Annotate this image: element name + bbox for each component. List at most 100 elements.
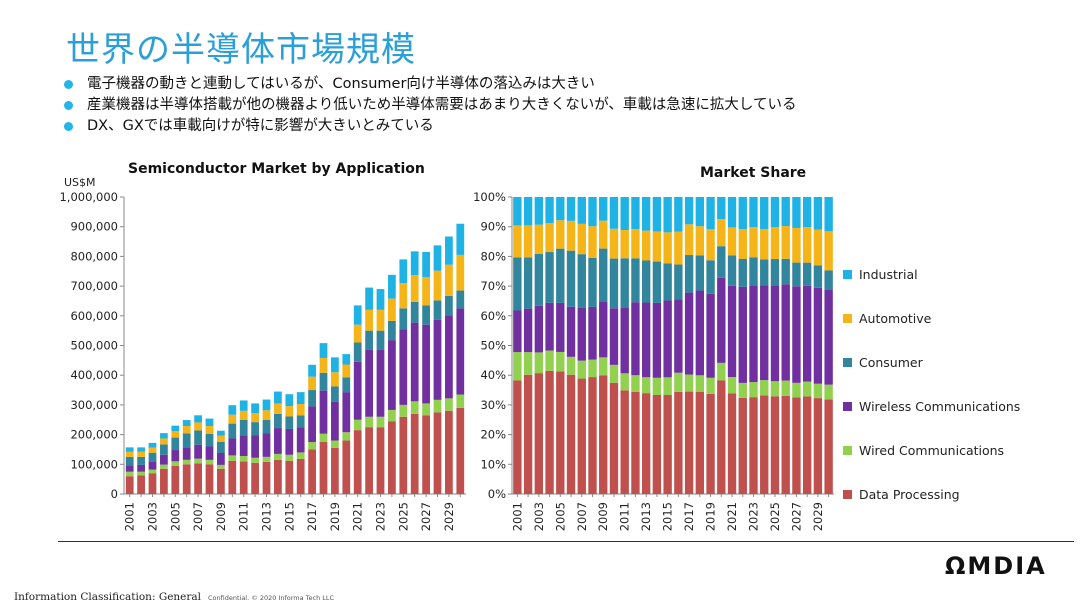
bar-segment (228, 438, 237, 456)
y-tick-label: 100,000 (70, 457, 118, 471)
bar-segment (824, 290, 833, 385)
bar-segment (137, 451, 145, 457)
bar-segment (422, 251, 430, 278)
bar-segment (308, 376, 316, 391)
bar-segment (717, 277, 726, 363)
y-tick-label: 100% (473, 190, 506, 204)
bar-segment (251, 435, 259, 458)
bullet-item: 電子機器の動きと連動してはいるが、Consumer向け半導体の落込みは大きい (62, 74, 796, 95)
bar-segment (695, 375, 705, 392)
bar-segment (652, 231, 662, 262)
bar-segment (513, 257, 522, 311)
x-tick-label: 2017 (682, 502, 696, 531)
bar-segment (674, 372, 683, 392)
bar-segment (228, 460, 237, 494)
bar-segment (171, 431, 180, 438)
bar-segment (781, 197, 790, 227)
bar-segment (802, 381, 812, 397)
bar-segment (620, 307, 629, 374)
bar-segment (353, 324, 362, 343)
bar-segment (695, 255, 705, 291)
bar-segment (148, 452, 157, 462)
bar-segment (738, 397, 747, 494)
x-tick-label: 2025 (768, 502, 782, 531)
bar-segment (717, 246, 726, 278)
bar-segment (717, 362, 726, 381)
bar-segment (342, 364, 351, 378)
bar-segment (456, 308, 465, 395)
bar-segment (137, 475, 145, 494)
bar-segment (824, 399, 833, 494)
bar-segment (125, 451, 134, 457)
bar-segment (824, 197, 833, 232)
x-tick-label: 2023 (747, 502, 761, 531)
bar-segment (781, 226, 790, 259)
bar-segment (749, 227, 758, 258)
bar-segment (262, 410, 271, 420)
bar-segment (331, 447, 339, 494)
y-tick-label: 1,000,000 (59, 190, 118, 204)
y-tick-label: 900,000 (70, 220, 118, 234)
bar-segment (308, 364, 316, 377)
bar-segment (534, 197, 544, 225)
bar-segment (727, 227, 737, 256)
bar-segment (760, 380, 769, 396)
legend-label: Data Processing (859, 486, 960, 502)
bar-segment (308, 449, 316, 494)
bar-segment (706, 377, 715, 394)
bar-segment (513, 310, 522, 353)
bar-segment (760, 259, 769, 286)
bar-segment (674, 299, 683, 373)
bar-segment (228, 405, 237, 415)
bar-segment (620, 230, 629, 259)
bar-segment (456, 407, 465, 494)
bar-segment (445, 315, 453, 399)
bar-segment (125, 447, 134, 452)
legend-label: Consumer (859, 354, 923, 370)
bar-segment (251, 413, 259, 423)
bar-segment (319, 372, 328, 391)
bar-segment (631, 229, 640, 259)
x-tick-label: 2003 (532, 502, 546, 531)
bar-segment (513, 352, 522, 381)
bar-segment (717, 380, 726, 494)
bar-segment (556, 197, 565, 221)
bar-segment (410, 322, 419, 402)
bar-segment (545, 302, 554, 351)
bar-segment (599, 301, 608, 358)
bar-segment (523, 308, 533, 353)
bar-segment (802, 396, 812, 494)
bar-segment (802, 262, 812, 286)
bar-segment (749, 285, 758, 383)
bar-segment (523, 374, 533, 494)
bar-segment (274, 403, 282, 414)
x-tick-label: 2019 (704, 502, 718, 531)
y-tick-label: 0% (488, 487, 506, 501)
bar-segment (609, 228, 619, 259)
bar-segment (738, 286, 747, 383)
bar-segment (792, 262, 801, 287)
bar-segment (813, 398, 823, 494)
bar-segment (738, 229, 747, 259)
y-tick-label: 40% (480, 368, 506, 382)
legend-item-consumer: Consumer (843, 340, 1020, 384)
x-tick-label: 2013 (260, 502, 274, 531)
bar-segment (695, 391, 705, 494)
bar-segment (217, 441, 225, 454)
bar-segment (556, 248, 565, 303)
bullet-item: DX、GXでは車載向けが特に影響が大きいとみている (62, 116, 796, 137)
market-by-application-chart: 0 100,000 200,000 300,000 400,000 500,000 600,… (59, 190, 466, 531)
bar-segment (228, 423, 237, 439)
bar-segment (205, 464, 214, 494)
legend-label: Industrial (859, 266, 918, 282)
bar-segment (792, 197, 801, 228)
legend-swatch (843, 445, 852, 455)
bar-segment (663, 300, 672, 378)
legend-swatch (843, 357, 852, 367)
bar-segment (148, 461, 157, 470)
y-axis-unit: US$M (64, 176, 96, 189)
bar-segment (738, 382, 747, 398)
bar-segment (706, 260, 715, 294)
bar-segment (663, 377, 672, 395)
bar-segment (674, 391, 683, 494)
